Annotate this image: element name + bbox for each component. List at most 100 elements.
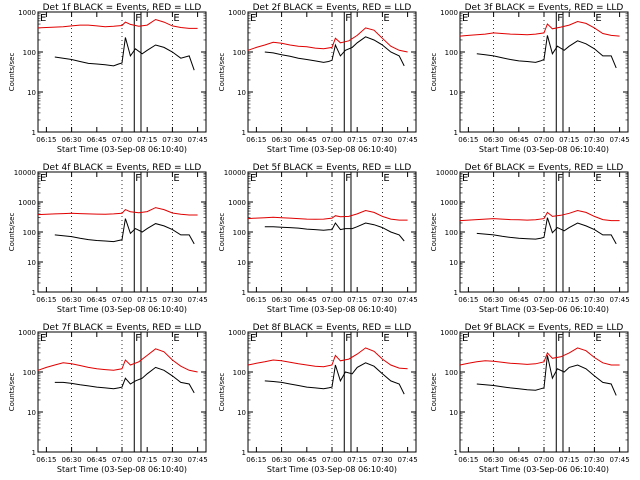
y-axis-label: Counts/sec	[218, 373, 226, 412]
y-tick-label: 10	[237, 409, 246, 417]
interval-marker: E	[40, 173, 46, 184]
interval-marker: F	[557, 173, 563, 184]
x-tick-label: 07:30	[584, 296, 604, 304]
interval-marker: F	[135, 173, 141, 184]
y-tick-label: 100	[233, 229, 246, 237]
x-tick-label: 06:45	[87, 136, 107, 144]
x-tick-label: 06:45	[509, 136, 529, 144]
x-tick-label: 06:45	[509, 296, 529, 304]
interval-marker: E	[250, 173, 256, 184]
interval-marker: E	[595, 173, 601, 184]
interval-marker: E	[250, 13, 256, 24]
y-tick-label: 10	[237, 259, 246, 267]
y-axis-label: Counts/sec	[218, 213, 226, 252]
y-tick-label: 1000	[440, 329, 458, 337]
x-axis-label: Start Time (03-Sep-06 06:10:40)	[479, 305, 609, 314]
x-tick-label: 06:30	[484, 456, 504, 464]
x-tick-label: 07:15	[347, 136, 367, 144]
x-tick-label: 06:15	[458, 136, 478, 144]
x-tick-label: 06:45	[297, 136, 317, 144]
interval-marker: E	[250, 333, 256, 344]
lld-series-line	[247, 209, 408, 221]
y-tick-label: 100	[23, 229, 36, 237]
y-tick-label: 1000	[228, 329, 246, 337]
x-axis-label: Start Time (03-Sep-06 06:10:40)	[479, 465, 609, 474]
x-tick-label: 06:15	[246, 136, 266, 144]
x-tick-label: 07:30	[372, 456, 392, 464]
plot-title: Det 4f BLACK = Events, RED = LLD	[43, 163, 202, 173]
y-tick-label: 100	[445, 229, 458, 237]
lld-series-line	[37, 207, 198, 216]
y-tick-label: 1	[32, 289, 36, 297]
interval-marker: E	[173, 13, 179, 24]
interval-marker: E	[40, 13, 46, 24]
y-axis-label: Counts/sec	[8, 213, 16, 252]
plot-title: Det 2f BLACK = Events, RED = LLD	[253, 3, 412, 13]
interval-marker: E	[173, 173, 179, 184]
events-series-line	[54, 218, 195, 245]
x-tick-label: 07:45	[188, 296, 208, 304]
x-tick-label: 06:30	[484, 296, 504, 304]
x-tick-label: 06:15	[458, 296, 478, 304]
interval-marker: F	[345, 173, 351, 184]
interval-marker: F	[557, 13, 563, 24]
y-tick-label: 1	[454, 449, 458, 457]
y-tick-label: 1	[32, 449, 36, 457]
x-tick-label: 07:00	[322, 136, 342, 144]
x-axis-label: Start Time (03-Sep-08 06:10:40)	[57, 145, 187, 154]
y-tick-label: 1000	[18, 9, 36, 17]
y-tick-label: 1	[242, 289, 246, 297]
y-tick-label: 1	[242, 449, 246, 457]
interval-marker: E	[40, 333, 46, 344]
plot-title: Det 1f BLACK = Events, RED = LLD	[43, 3, 202, 13]
events-series-line	[54, 366, 195, 394]
x-tick-label: 06:45	[297, 296, 317, 304]
interval-marker: E	[173, 333, 179, 344]
x-tick-label: 07:30	[372, 136, 392, 144]
y-tick-label: 1	[454, 289, 458, 297]
x-tick-label: 06:15	[36, 456, 56, 464]
x-tick-label: 06:15	[36, 296, 56, 304]
x-tick-label: 07:15	[559, 136, 579, 144]
x-tick-label: 07:30	[162, 296, 182, 304]
x-tick-label: 06:45	[297, 456, 317, 464]
x-tick-label: 07:00	[534, 296, 554, 304]
plot-title: Det 5f BLACK = Events, RED = LLD	[253, 163, 412, 173]
x-tick-label: 06:30	[272, 136, 292, 144]
y-tick-label: 10000	[224, 169, 246, 177]
y-tick-label: 10	[449, 409, 458, 417]
x-tick-label: 06:15	[458, 456, 478, 464]
x-tick-label: 07:15	[559, 456, 579, 464]
y-tick-label: 100	[445, 49, 458, 57]
y-tick-label: 1	[242, 129, 246, 137]
x-tick-label: 07:45	[610, 136, 630, 144]
x-tick-label: 06:45	[87, 296, 107, 304]
x-tick-label: 06:30	[272, 296, 292, 304]
x-axis-label: Start Time (03-Sep-08 06:10:40)	[267, 145, 397, 154]
x-axis-label: Start Time (03-Sep-08 06:10:40)	[267, 465, 397, 474]
events-series-line	[476, 217, 617, 245]
x-tick-label: 07:45	[398, 456, 418, 464]
x-tick-label: 07:15	[347, 296, 367, 304]
x-tick-label: 06:15	[246, 296, 266, 304]
x-tick-label: 06:15	[246, 456, 266, 464]
lld-series-line	[459, 347, 620, 366]
x-tick-label: 07:15	[559, 296, 579, 304]
x-tick-label: 07:00	[112, 456, 132, 464]
y-tick-label: 10	[27, 89, 36, 97]
x-axis-label: Start Time (03-Sep-08 06:10:40)	[57, 305, 187, 314]
events-series-line	[476, 35, 617, 69]
x-tick-label: 07:30	[584, 456, 604, 464]
interval-marker: E	[595, 13, 601, 24]
x-tick-label: 07:30	[162, 456, 182, 464]
lld-series-line	[247, 347, 408, 370]
y-tick-label: 1	[32, 129, 36, 137]
x-tick-label: 06:30	[62, 136, 82, 144]
x-tick-label: 06:30	[484, 136, 504, 144]
